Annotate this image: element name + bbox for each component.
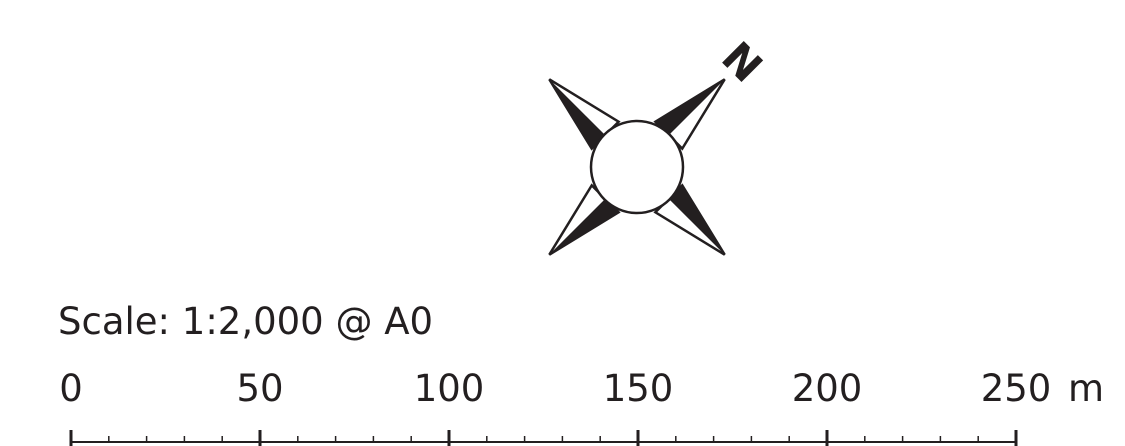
- scale-tick-label: 50: [236, 367, 284, 410]
- scale-tick-label: 150: [602, 367, 674, 410]
- scale-tick-label: 200: [791, 367, 863, 410]
- scale-tick-label: 100: [413, 367, 485, 410]
- scale-tick-label: 0: [59, 367, 83, 410]
- scale-title: Scale: 1:2,000 @ A0: [58, 300, 434, 343]
- scale-tick-label: 250: [980, 367, 1052, 410]
- compass-center-circle: [589, 119, 685, 215]
- scale-unit-label: m: [1068, 367, 1105, 410]
- compass-rose-icon: N: [548, 32, 772, 256]
